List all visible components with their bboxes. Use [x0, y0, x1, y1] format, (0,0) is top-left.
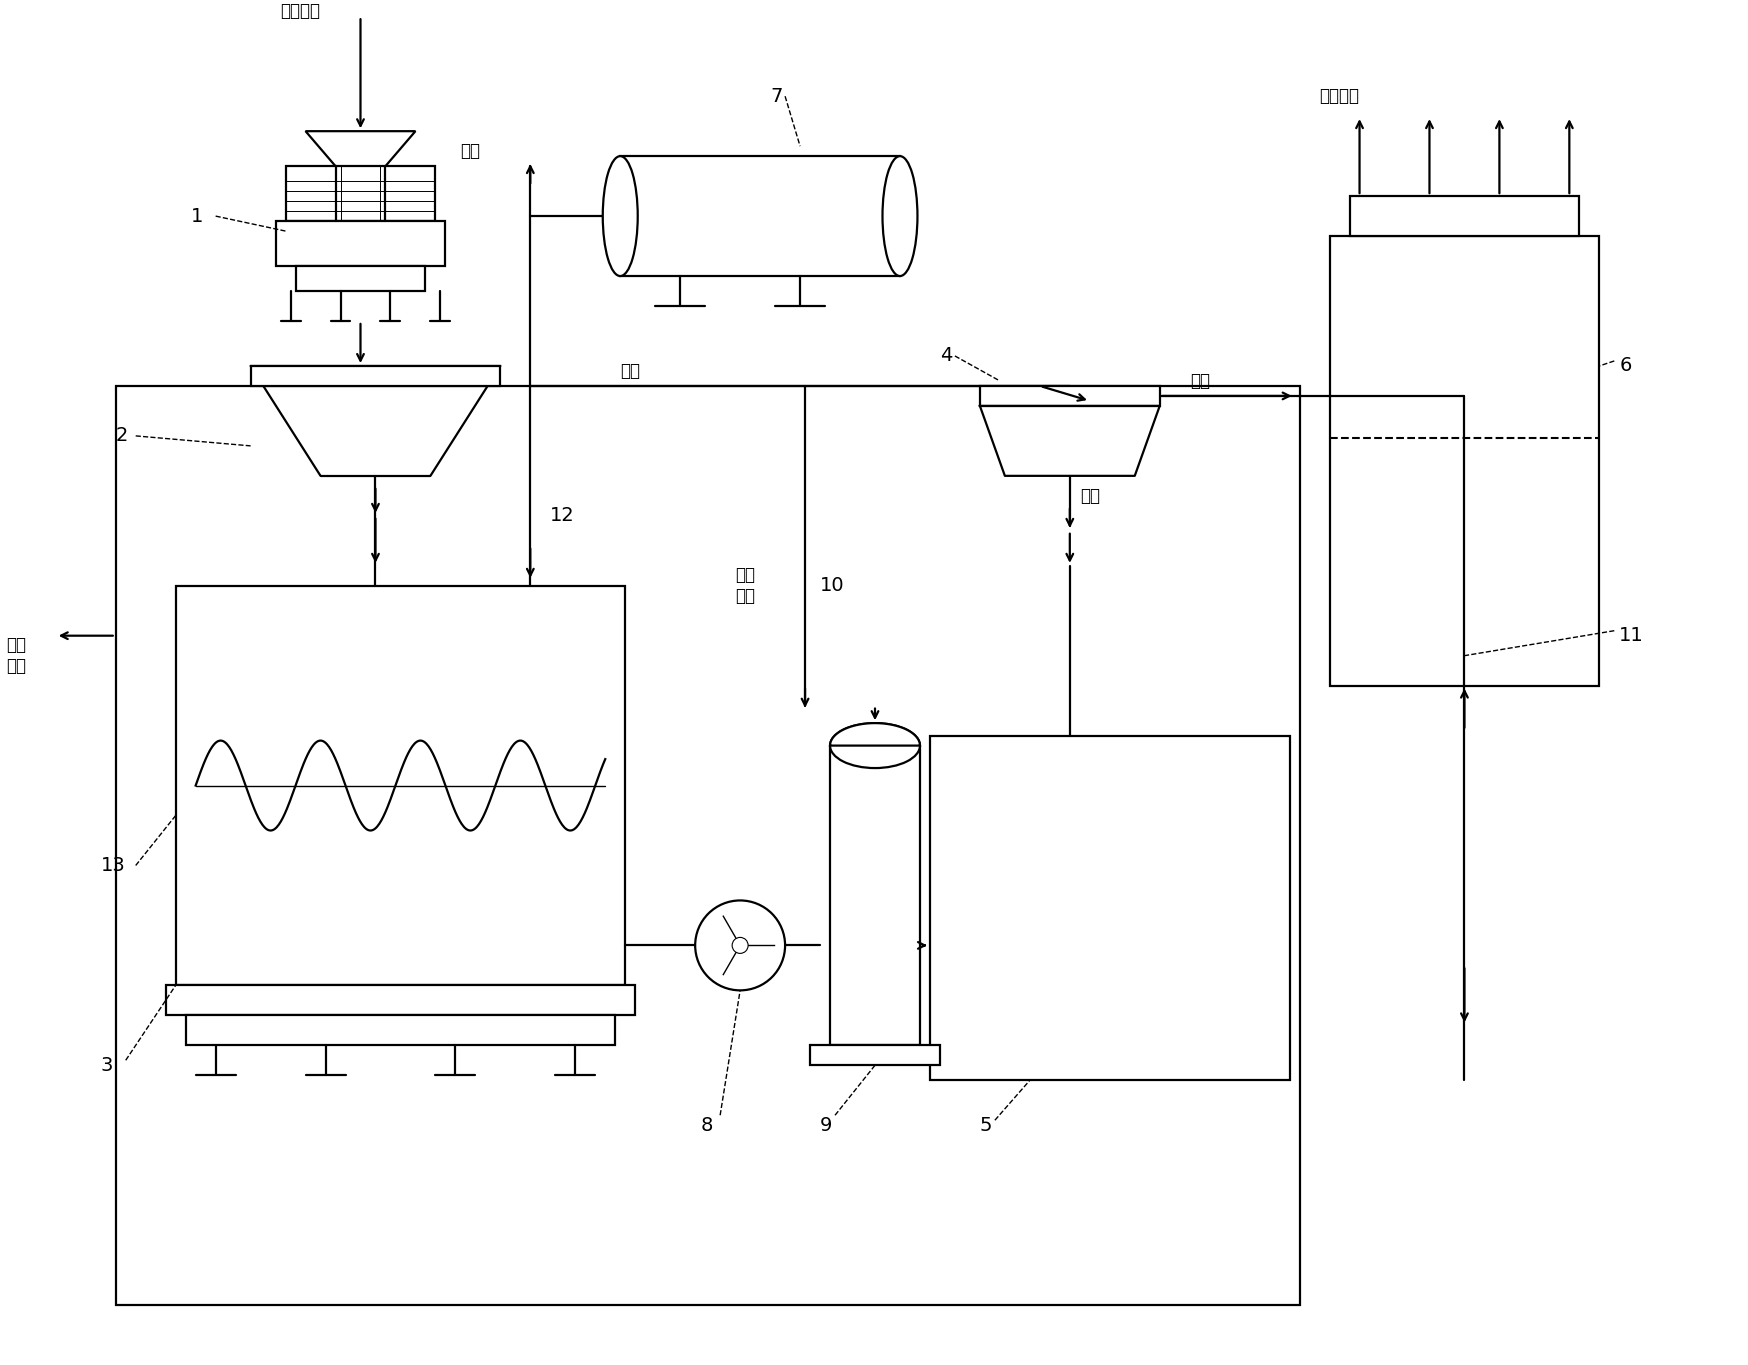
Ellipse shape: [603, 156, 638, 276]
Bar: [250, 366, 500, 386]
Text: 空气: 空气: [621, 362, 640, 379]
Text: 4: 4: [939, 347, 951, 366]
Bar: [809, 1046, 939, 1065]
Bar: [830, 745, 919, 1046]
Circle shape: [694, 901, 785, 991]
Text: 3: 3: [101, 1055, 114, 1074]
Bar: [979, 386, 1159, 405]
Bar: [930, 736, 1288, 1080]
Text: 5: 5: [979, 1115, 991, 1134]
Text: 臭气: 臭气: [1189, 371, 1210, 390]
Bar: [276, 221, 446, 266]
Polygon shape: [250, 366, 500, 476]
Circle shape: [732, 938, 748, 953]
Text: 7: 7: [769, 87, 781, 105]
Bar: [295, 266, 425, 291]
Polygon shape: [306, 131, 416, 167]
Polygon shape: [830, 723, 919, 745]
Bar: [185, 1016, 615, 1046]
Bar: [166, 986, 635, 1016]
Bar: [621, 156, 900, 276]
Bar: [285, 167, 435, 221]
Ellipse shape: [883, 156, 918, 276]
Text: 12: 12: [551, 506, 575, 526]
Ellipse shape: [830, 723, 919, 768]
Polygon shape: [979, 405, 1159, 476]
Bar: [115, 386, 1299, 1305]
Text: 9: 9: [820, 1115, 832, 1134]
Text: 沼液
回用: 沼液 回用: [5, 636, 26, 676]
Text: 10: 10: [820, 576, 844, 595]
Text: 易腐垃圾: 易腐垃圾: [280, 3, 320, 20]
Text: 2: 2: [115, 426, 128, 445]
Bar: [1349, 197, 1578, 236]
Text: 11: 11: [1619, 627, 1643, 646]
Text: 13: 13: [101, 856, 126, 875]
Text: 沼气: 沼气: [460, 142, 481, 160]
Bar: [1328, 236, 1598, 685]
Bar: [175, 586, 624, 986]
Text: 1: 1: [191, 206, 203, 225]
Text: 沼渣
沼液: 沼渣 沼液: [734, 566, 755, 605]
Text: 6: 6: [1619, 356, 1631, 375]
Text: 8: 8: [699, 1115, 711, 1134]
Text: 沼渣: 沼渣: [1079, 487, 1099, 505]
Text: 洁净空气: 洁净空气: [1318, 87, 1358, 105]
